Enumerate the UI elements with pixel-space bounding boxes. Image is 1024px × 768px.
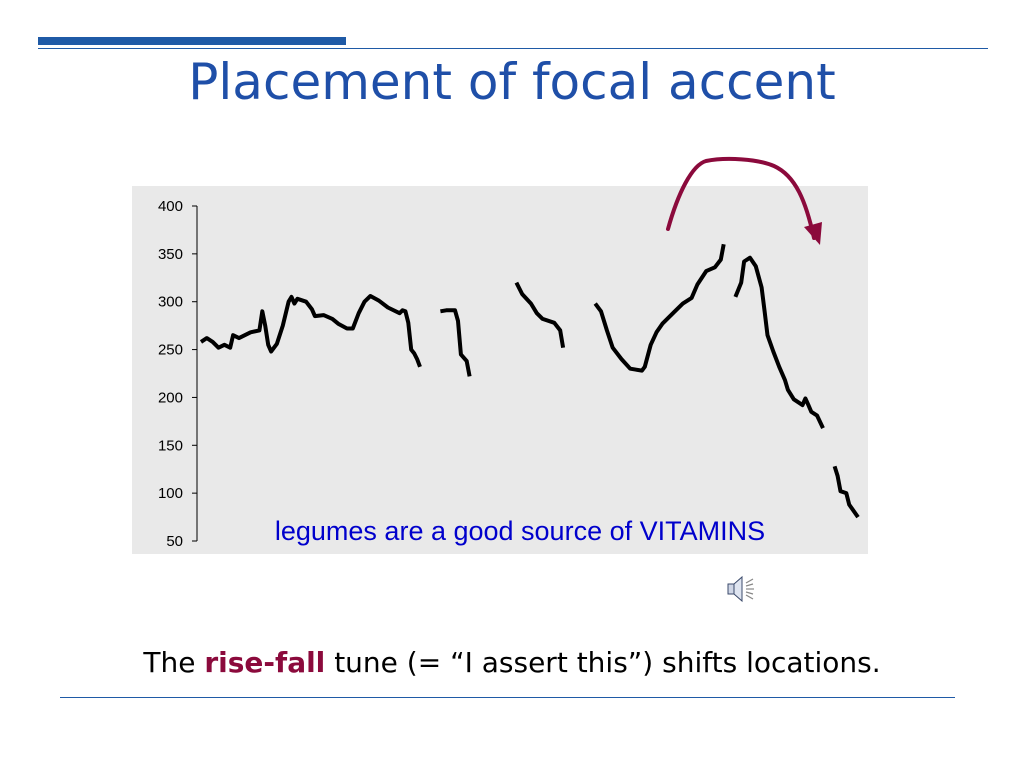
caption-suffix: tune (= “I assert this”) shifts location… bbox=[325, 646, 881, 679]
y-tick-label: 100 bbox=[158, 485, 183, 502]
pitch-segment-6 bbox=[832, 465, 860, 519]
footer-rule bbox=[60, 697, 955, 698]
y-axis: 50 100 150 200 250 300 350 400 bbox=[158, 198, 198, 550]
y-tick-label: 250 bbox=[158, 342, 183, 359]
pitch-contour bbox=[199, 243, 860, 519]
pitch-segment-2 bbox=[440, 308, 472, 377]
caption-prefix: The bbox=[143, 646, 205, 679]
speaker-icon[interactable] bbox=[724, 573, 758, 605]
y-tick-label: 350 bbox=[158, 246, 183, 263]
y-tick-label: 150 bbox=[158, 437, 183, 454]
header-accent-bar bbox=[38, 37, 346, 45]
y-tick-label: 50 bbox=[166, 533, 183, 550]
utterance-annotation: legumes are a good source of VITAMINS bbox=[275, 516, 765, 546]
pitch-segment-1 bbox=[199, 294, 422, 368]
pitch-segment-5 bbox=[733, 255, 825, 429]
pitch-segment-4 bbox=[593, 243, 726, 373]
caption-highlight: rise-fall bbox=[204, 646, 326, 679]
y-tick-label: 400 bbox=[158, 198, 183, 215]
slide-title: Placement of focal accent bbox=[188, 53, 836, 111]
y-tick-label: 300 bbox=[158, 294, 183, 311]
header-rule bbox=[38, 48, 988, 49]
chart-plot-area bbox=[132, 186, 868, 554]
y-tick-label: 200 bbox=[158, 389, 183, 406]
pitch-segment-3 bbox=[514, 281, 566, 349]
slide-caption: The rise-fall tune (= “I assert this”) s… bbox=[0, 646, 1024, 679]
focus-shift-arrow bbox=[666, 156, 822, 245]
